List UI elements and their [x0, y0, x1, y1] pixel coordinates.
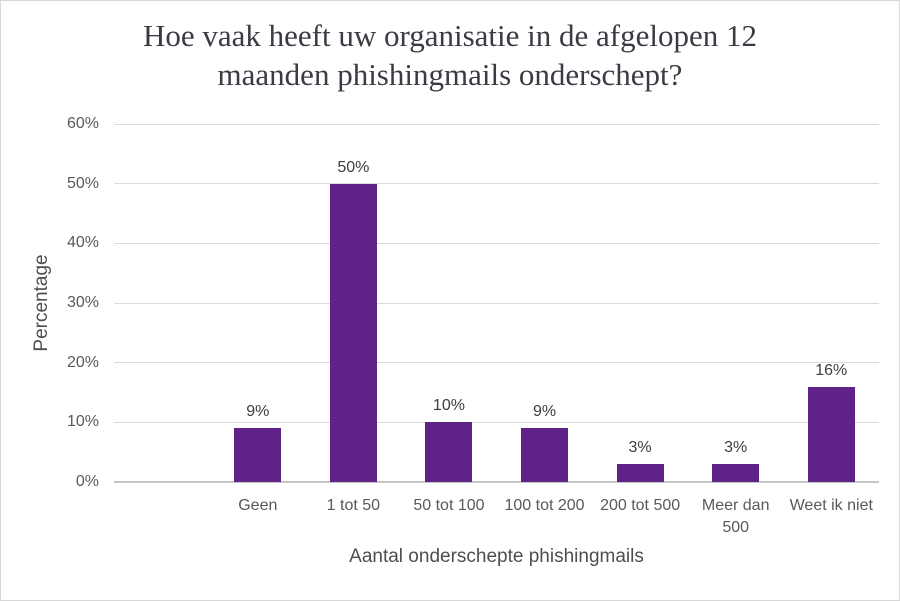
x-tick-label: Geen — [238, 497, 278, 514]
bar — [616, 464, 664, 482]
bar-value-label: 9% — [246, 403, 270, 421]
y-tick-label: 50% — [66, 174, 99, 192]
bar-slot: 9% — [497, 124, 593, 482]
bar-slot: 9% — [210, 124, 306, 482]
x-axis-title: Aantal onderschepte phishingmails — [349, 546, 644, 567]
x-tick-label: Weet ik niet — [789, 497, 873, 514]
bar — [425, 422, 473, 482]
bar — [712, 464, 760, 482]
y-tick-label: 40% — [66, 234, 99, 252]
chart-title: Hoe vaak heeft uw organisatie in de afge… — [142, 18, 758, 92]
x-axis-baseline — [114, 481, 879, 483]
plot-area: 9% 50% 10% 9% 3% 3% 16% — [114, 123, 879, 483]
bar — [329, 183, 377, 482]
gridline — [114, 421, 879, 423]
x-tick-label: 50 tot 100 — [413, 497, 485, 514]
y-tick-label: 0% — [75, 473, 99, 490]
bar-slot: 16% — [783, 124, 879, 482]
bars-group: 9% 50% 10% 9% 3% 3% 16% — [210, 124, 879, 482]
y-tick-label: 60% — [66, 115, 99, 132]
bar — [234, 428, 282, 482]
bar-slot: 3% — [688, 124, 784, 482]
bar-slot: 50% — [306, 124, 402, 482]
bar-value-label: 50% — [337, 158, 370, 176]
bar — [521, 428, 569, 482]
x-axis-tick-labels: Geen 1 tot 50 50 tot 100 100 tot 200 200 tot… — [210, 495, 879, 538]
bar-value-label: 3% — [724, 439, 748, 457]
x-tick-label: 1 tot 50 — [326, 497, 381, 514]
y-tick-label: 20% — [66, 353, 99, 371]
x-tick-label: 200 tot 500 — [600, 497, 681, 514]
bar-slot: 3% — [592, 124, 688, 482]
x-tick-label: 100 tot 200 — [504, 497, 585, 514]
bar-value-label: 9% — [532, 403, 557, 421]
gridline — [114, 123, 879, 125]
y-tick-label: 30% — [66, 294, 99, 311]
gridline — [114, 242, 879, 244]
bar-value-label: 3% — [628, 439, 652, 457]
y-tick-label: 10% — [66, 413, 99, 431]
x-tick-label: Meer dan 500 — [701, 497, 770, 536]
bar — [807, 386, 855, 482]
gridline — [114, 183, 879, 185]
bar-value-label: 16% — [815, 361, 848, 379]
gridline — [114, 362, 879, 364]
gridline — [114, 302, 879, 304]
bar-slot: 10% — [401, 124, 497, 482]
bar-value-label: 10% — [432, 397, 465, 415]
